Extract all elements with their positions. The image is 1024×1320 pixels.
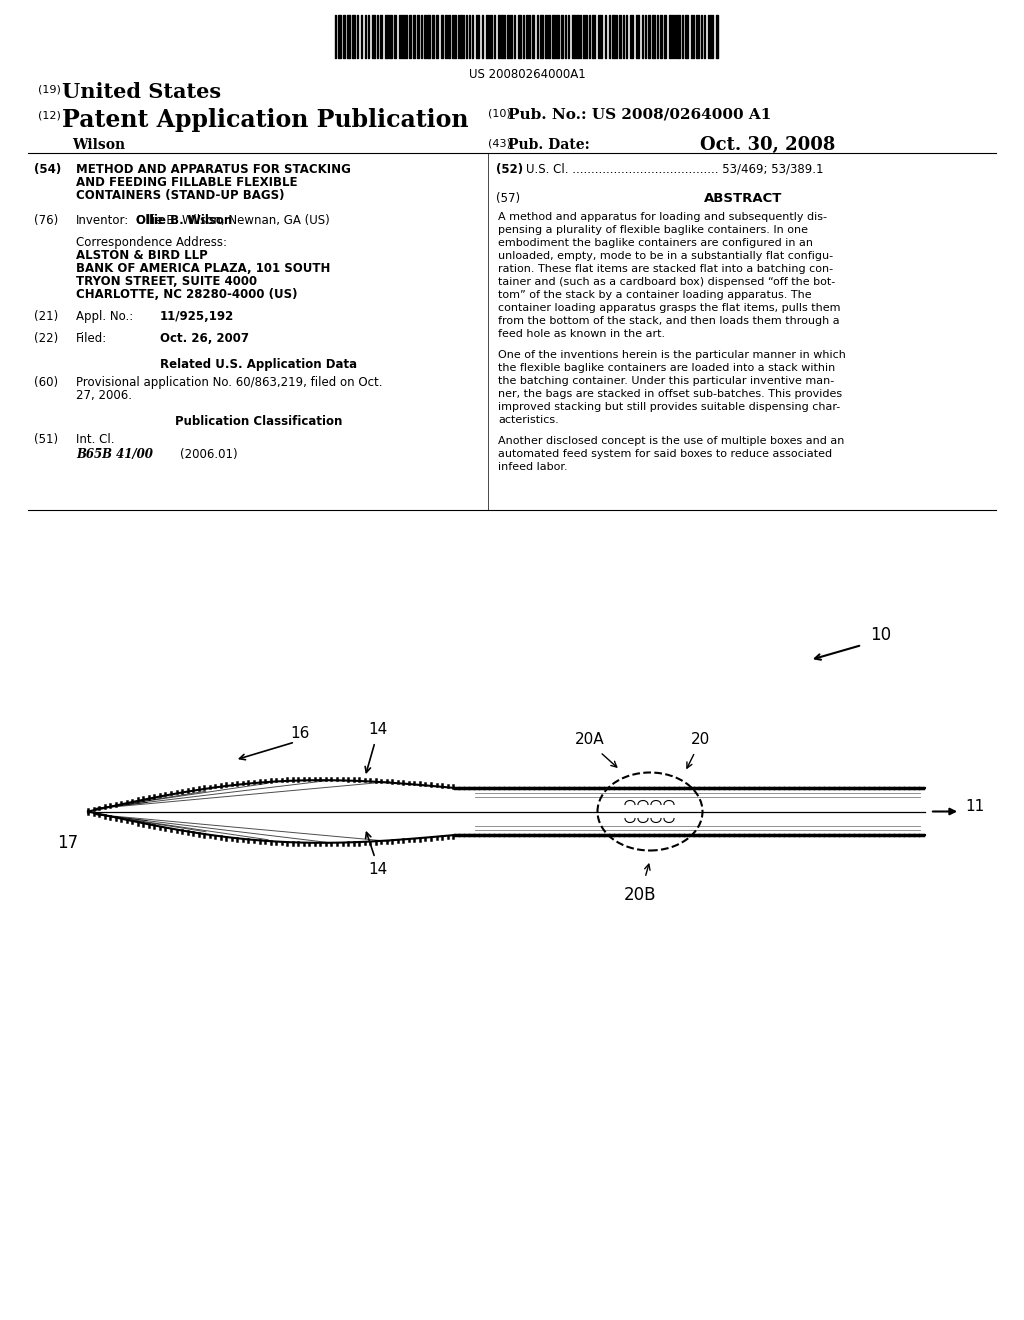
Text: Pub. No.: US 2008/0264000 A1: Pub. No.: US 2008/0264000 A1	[508, 108, 771, 121]
Text: (57): (57)	[496, 191, 520, 205]
Text: 11: 11	[965, 799, 984, 814]
Text: improved stacking but still provides suitable dispensing char-: improved stacking but still provides sui…	[498, 403, 841, 412]
Text: 10: 10	[870, 626, 891, 644]
Text: ALSTON & BIRD LLP: ALSTON & BIRD LLP	[76, 249, 208, 261]
Text: container loading apparatus grasps the flat items, pulls them: container loading apparatus grasps the f…	[498, 304, 841, 313]
Text: the batching container. Under this particular inventive man-: the batching container. Under this parti…	[498, 376, 835, 385]
Text: ABSTRACT: ABSTRACT	[703, 191, 782, 205]
Text: ner, the bags are stacked in offset sub-batches. This provides: ner, the bags are stacked in offset sub-…	[498, 389, 842, 399]
Text: automated feed system for said boxes to reduce associated: automated feed system for said boxes to …	[498, 449, 833, 459]
Text: pensing a plurality of flexible baglike containers. In one: pensing a plurality of flexible baglike …	[498, 224, 808, 235]
Text: Another disclosed concept is the use of multiple boxes and an: Another disclosed concept is the use of …	[498, 436, 845, 446]
Text: Appl. No.:: Appl. No.:	[76, 310, 133, 323]
Text: 14: 14	[369, 862, 388, 878]
Text: Publication Classification: Publication Classification	[175, 414, 343, 428]
Text: (22): (22)	[34, 333, 58, 345]
Text: 20B: 20B	[624, 886, 656, 904]
Text: infeed labor.: infeed labor.	[498, 462, 567, 473]
Text: (54): (54)	[34, 162, 61, 176]
Text: (43): (43)	[488, 139, 511, 148]
Text: CONTAINERS (STAND-UP BAGS): CONTAINERS (STAND-UP BAGS)	[76, 189, 285, 202]
Text: Patent Application Publication: Patent Application Publication	[62, 108, 469, 132]
Text: (76): (76)	[34, 214, 58, 227]
Text: ration. These flat items are stacked flat into a batching con-: ration. These flat items are stacked fla…	[498, 264, 834, 275]
Text: (10): (10)	[488, 108, 511, 117]
Text: (52): (52)	[496, 162, 523, 176]
Text: (12): (12)	[38, 110, 60, 120]
Text: feed hole as known in the art.: feed hole as known in the art.	[498, 329, 666, 339]
Text: CHARLOTTE, NC 28280-4000 (US): CHARLOTTE, NC 28280-4000 (US)	[76, 288, 298, 301]
Text: Oct. 30, 2008: Oct. 30, 2008	[700, 136, 836, 154]
Text: Filed:: Filed:	[76, 333, 108, 345]
Text: METHOD AND APPARATUS FOR STACKING: METHOD AND APPARATUS FOR STACKING	[76, 162, 351, 176]
Text: U.S. Cl. ....................................... 53/469; 53/389.1: U.S. Cl. ...............................…	[526, 162, 823, 176]
Text: AND FEEDING FILLABLE FLEXIBLE: AND FEEDING FILLABLE FLEXIBLE	[76, 176, 298, 189]
Text: Inventor:: Inventor:	[76, 214, 129, 227]
Text: (19): (19)	[38, 84, 60, 94]
Text: 20A: 20A	[575, 733, 605, 747]
Text: 14: 14	[369, 722, 388, 738]
Text: unloaded, empty, mode to be in a substantially flat configu-: unloaded, empty, mode to be in a substan…	[498, 251, 834, 261]
Text: 11/925,192: 11/925,192	[160, 310, 234, 323]
Text: Pub. Date:: Pub. Date:	[508, 139, 590, 152]
Text: Int. Cl.: Int. Cl.	[76, 433, 115, 446]
Text: (2006.01): (2006.01)	[180, 447, 238, 461]
Text: 20: 20	[690, 733, 710, 747]
Text: embodiment the baglike containers are configured in an: embodiment the baglike containers are co…	[498, 238, 813, 248]
Text: Oct. 26, 2007: Oct. 26, 2007	[160, 333, 249, 345]
Text: acteristics.: acteristics.	[498, 414, 559, 425]
Text: US 20080264000A1: US 20080264000A1	[469, 69, 586, 81]
Text: United States: United States	[62, 82, 221, 102]
Text: 16: 16	[291, 726, 309, 741]
Text: tainer and (such as a cardboard box) dispensed “off the bot-: tainer and (such as a cardboard box) dis…	[498, 277, 836, 286]
Text: 27, 2006.: 27, 2006.	[76, 389, 132, 403]
Text: the flexible baglike containers are loaded into a stack within: the flexible baglike containers are load…	[498, 363, 836, 374]
Text: 17: 17	[57, 834, 79, 851]
Text: (51): (51)	[34, 433, 58, 446]
Text: Ollie B. Wilson: Ollie B. Wilson	[136, 214, 232, 227]
Text: TRYON STREET, SUITE 4000: TRYON STREET, SUITE 4000	[76, 275, 257, 288]
Text: Provisional application No. 60/863,219, filed on Oct.: Provisional application No. 60/863,219, …	[76, 376, 383, 389]
Text: Correspondence Address:: Correspondence Address:	[76, 236, 227, 249]
Text: Wilson: Wilson	[72, 139, 125, 152]
Text: (60): (60)	[34, 376, 58, 389]
Text: One of the inventions herein is the particular manner in which: One of the inventions herein is the part…	[498, 350, 846, 360]
Text: A method and apparatus for loading and subsequently dis-: A method and apparatus for loading and s…	[498, 213, 827, 222]
Text: Ollie B. Wilson, Newnan, GA (US): Ollie B. Wilson, Newnan, GA (US)	[136, 214, 330, 227]
Text: from the bottom of the stack, and then loads them through a: from the bottom of the stack, and then l…	[498, 315, 840, 326]
Text: B65B 41/00: B65B 41/00	[76, 447, 153, 461]
Text: tom” of the stack by a container loading apparatus. The: tom” of the stack by a container loading…	[498, 290, 812, 300]
Text: Related U.S. Application Data: Related U.S. Application Data	[161, 358, 357, 371]
Text: BANK OF AMERICA PLAZA, 101 SOUTH: BANK OF AMERICA PLAZA, 101 SOUTH	[76, 261, 331, 275]
Text: (21): (21)	[34, 310, 58, 323]
